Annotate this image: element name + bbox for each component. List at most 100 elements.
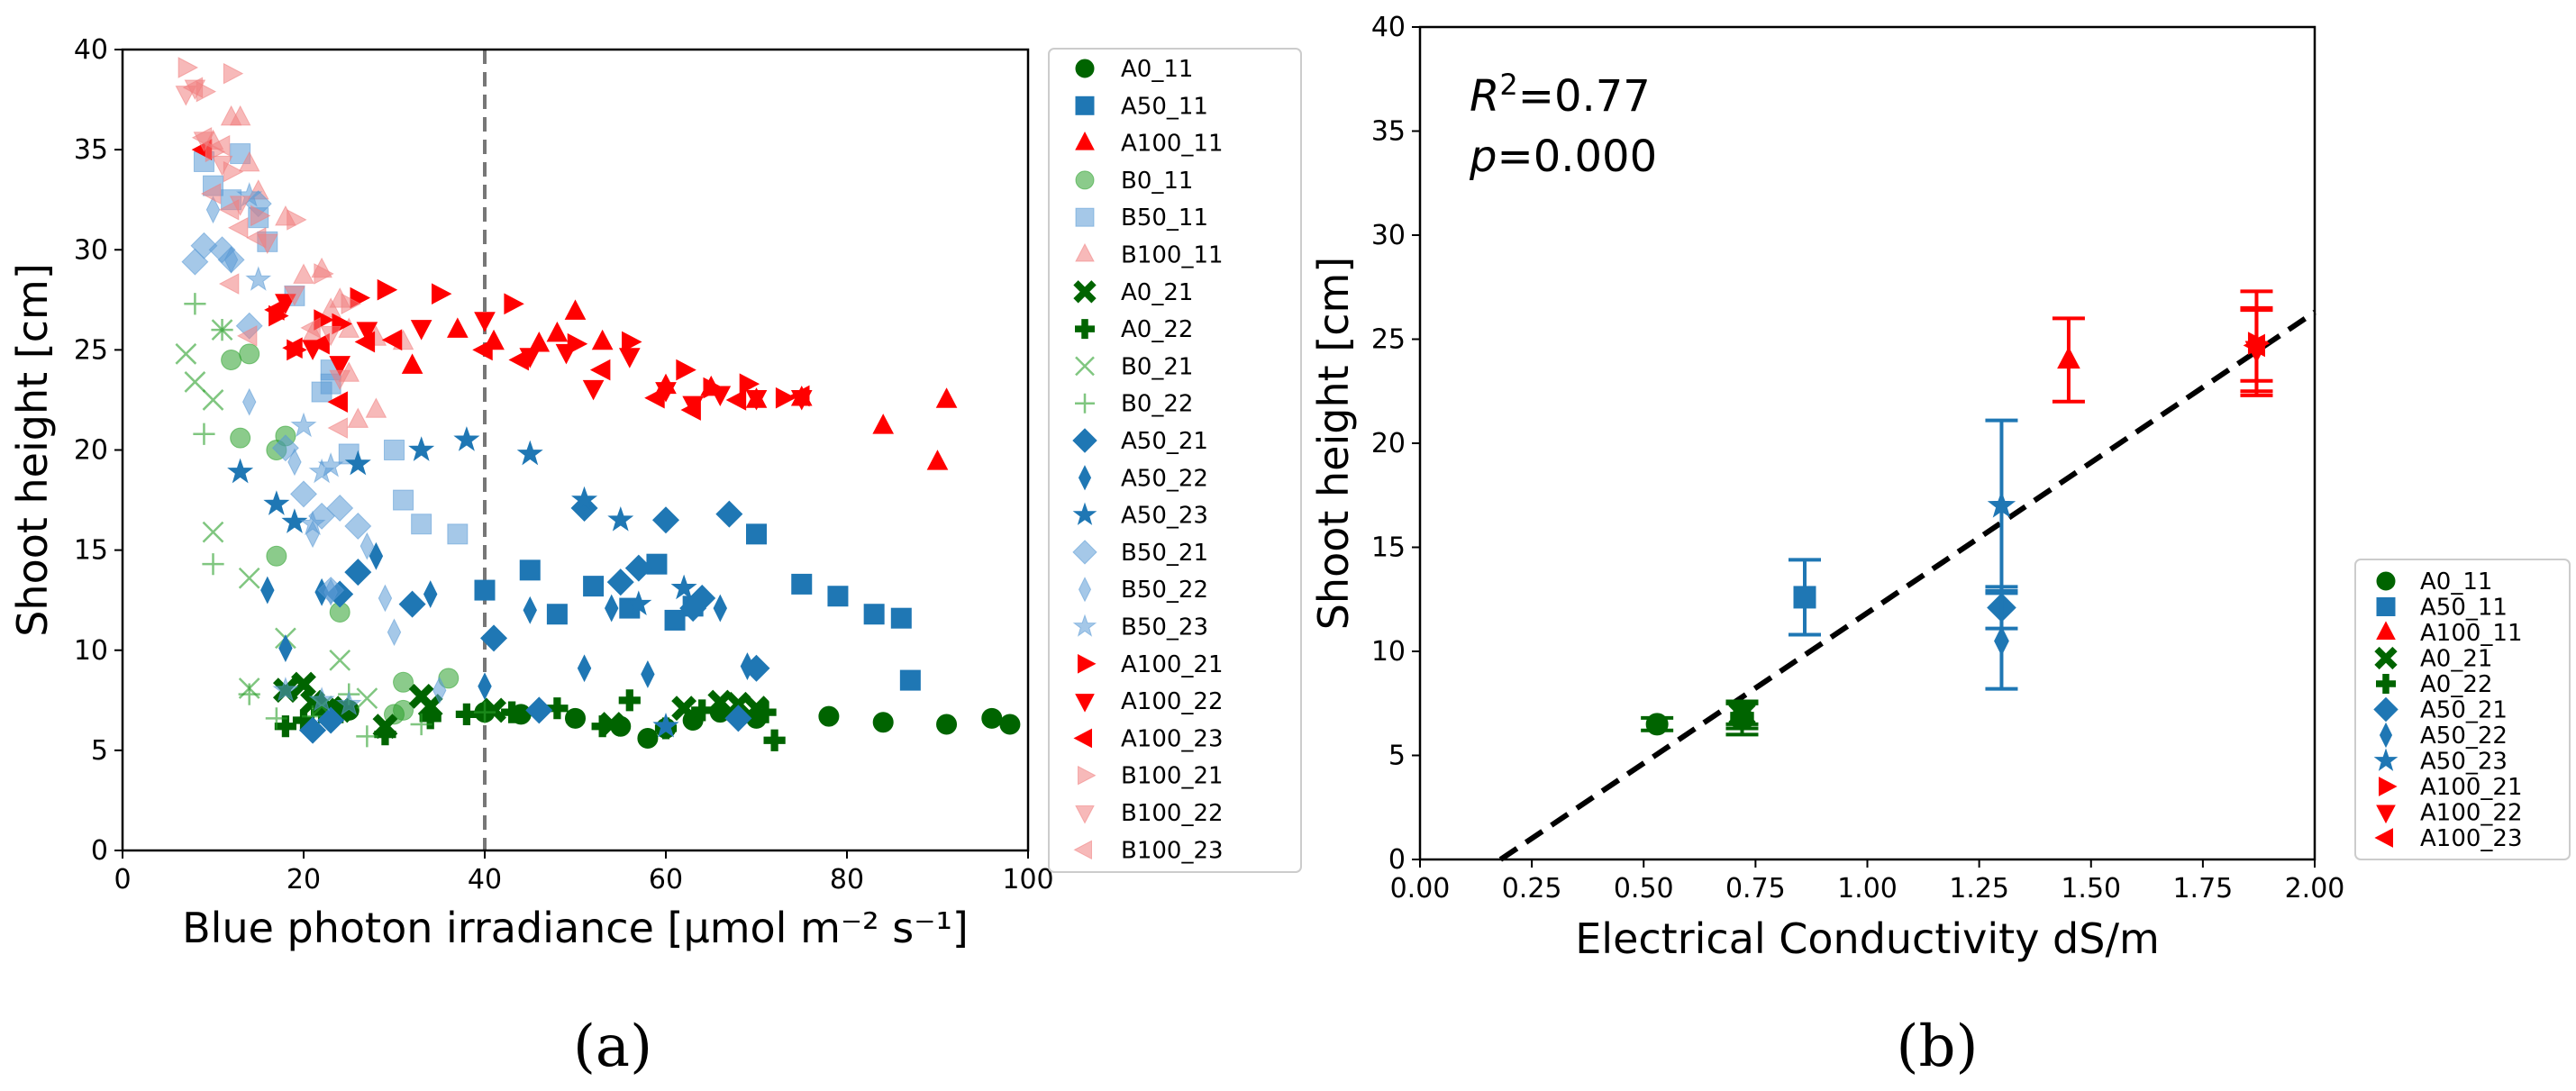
point-A50_21 [480, 624, 508, 652]
legend-label: A50_11 [1121, 93, 1208, 120]
x-tick-label: 40 [468, 864, 502, 896]
point-A100_23 [680, 399, 701, 421]
point-A50_11 [863, 604, 885, 625]
point-B100_23 [182, 77, 204, 99]
point-A50_21 [398, 590, 426, 618]
point-B100_23 [236, 324, 258, 347]
point-B100_22 [320, 325, 341, 347]
point-A50_11 [583, 576, 605, 597]
point-B50_11 [411, 514, 432, 535]
point-A50_11 [664, 609, 686, 631]
point-B100_11 [347, 407, 369, 428]
point-B0_22 [473, 701, 496, 723]
series-B100_23 [182, 77, 348, 439]
point-A0_22 [763, 729, 786, 751]
legend-label: A50_21 [1121, 428, 1208, 455]
legend-label: A0_22 [1121, 316, 1193, 343]
point-B0_22 [238, 683, 260, 705]
x-tick-label: 0.50 [1614, 873, 1674, 905]
point-B0_21 [202, 521, 224, 543]
point-A100_22 [618, 348, 641, 368]
legend-marker [1072, 540, 1097, 565]
point-A100_11 [564, 299, 587, 320]
legend-label: A100_23 [2420, 825, 2523, 852]
x-tick-label: 20 [287, 864, 321, 896]
legend-marker [1075, 59, 1095, 78]
y-tick-label: 20 [74, 435, 108, 467]
point-B100_21 [223, 62, 244, 85]
point-B50_21 [289, 480, 318, 508]
legend-marker [2374, 646, 2398, 670]
point-A50_21 [299, 716, 327, 744]
point-B50_22 [378, 584, 393, 613]
point-A50_22 [369, 541, 384, 570]
legend-label: A100_21 [1121, 651, 1224, 678]
point-B50_22 [387, 618, 402, 647]
point-A100_21 [432, 283, 452, 305]
point-B50_23 [245, 266, 272, 291]
legend-marker [1075, 805, 1095, 824]
legend-marker [1078, 653, 1097, 674]
legend-marker [1075, 207, 1095, 227]
point-A100_21 [775, 386, 796, 409]
x-tick-label: 0.75 [1725, 873, 1786, 905]
x-tick-label: 1.50 [2061, 873, 2121, 905]
point-A50_23 [571, 486, 598, 512]
point-A50_22 [278, 634, 293, 662]
point-A0_21 [725, 691, 751, 717]
point-A0_22 [501, 701, 523, 723]
point-B50_22 [323, 577, 338, 606]
x-tick-label: 0 [114, 864, 131, 896]
point-B0_21 [238, 567, 260, 589]
point-B100_23 [246, 227, 267, 249]
series-A50_22 [260, 541, 755, 701]
point-B100_23 [300, 317, 321, 339]
series-A50_11 [474, 523, 921, 691]
legend-label: A50_22 [2420, 723, 2508, 750]
legend-marker [1078, 465, 1092, 491]
legend-label: A100_21 [2420, 774, 2523, 801]
point-A100_21 [504, 293, 524, 315]
legend-label: A100_11 [1121, 131, 1224, 158]
point-A100_22 [474, 312, 496, 332]
point-B50_21 [271, 434, 299, 462]
point-A50_23 [670, 574, 697, 600]
point-A0_11 [818, 705, 840, 727]
point-B0_21 [175, 342, 197, 365]
point-B50_23 [272, 676, 299, 702]
point-A100_22 [410, 320, 432, 341]
point-B0_22 [265, 707, 287, 730]
legend-marker [2379, 722, 2393, 749]
legend-label: A0_21 [2420, 646, 2492, 673]
point-B50_22 [241, 387, 257, 416]
point-B0_22 [410, 713, 432, 736]
point-B0_21 [329, 649, 351, 671]
point-A100_23 [327, 391, 348, 413]
point-A100_11 [546, 321, 569, 342]
point-B100_21 [250, 205, 271, 227]
point-A0_11 [936, 714, 958, 735]
point-A0_11 [637, 728, 659, 750]
point-B100_23 [218, 273, 240, 295]
point-A50_11 [746, 523, 767, 545]
point-B0_21 [202, 389, 224, 411]
legend-label: B50_21 [1121, 540, 1208, 567]
y-tick-label: 35 [1371, 116, 1406, 148]
point-A100_23 [508, 349, 529, 371]
point-A50_22 [523, 596, 537, 624]
series-B0_11 [221, 343, 460, 725]
point-A0_22 [591, 715, 614, 738]
series-B50_23 [236, 181, 362, 716]
legend-label: A100_11 [2420, 620, 2523, 647]
x-tick-label: 1.25 [1949, 873, 2009, 905]
point-A50_21 [606, 568, 634, 596]
legend-label: A50_23 [2420, 749, 2508, 776]
y-tick-label: 5 [1388, 741, 1406, 772]
point-A100_22 [329, 356, 351, 377]
legend-marker [1078, 577, 1092, 603]
point-A100_11 [591, 329, 614, 350]
series-A100_11 [2052, 316, 2085, 404]
point-B50_23 [308, 458, 335, 484]
y-tick-label: 15 [74, 535, 108, 567]
point-B0_22 [356, 725, 378, 748]
